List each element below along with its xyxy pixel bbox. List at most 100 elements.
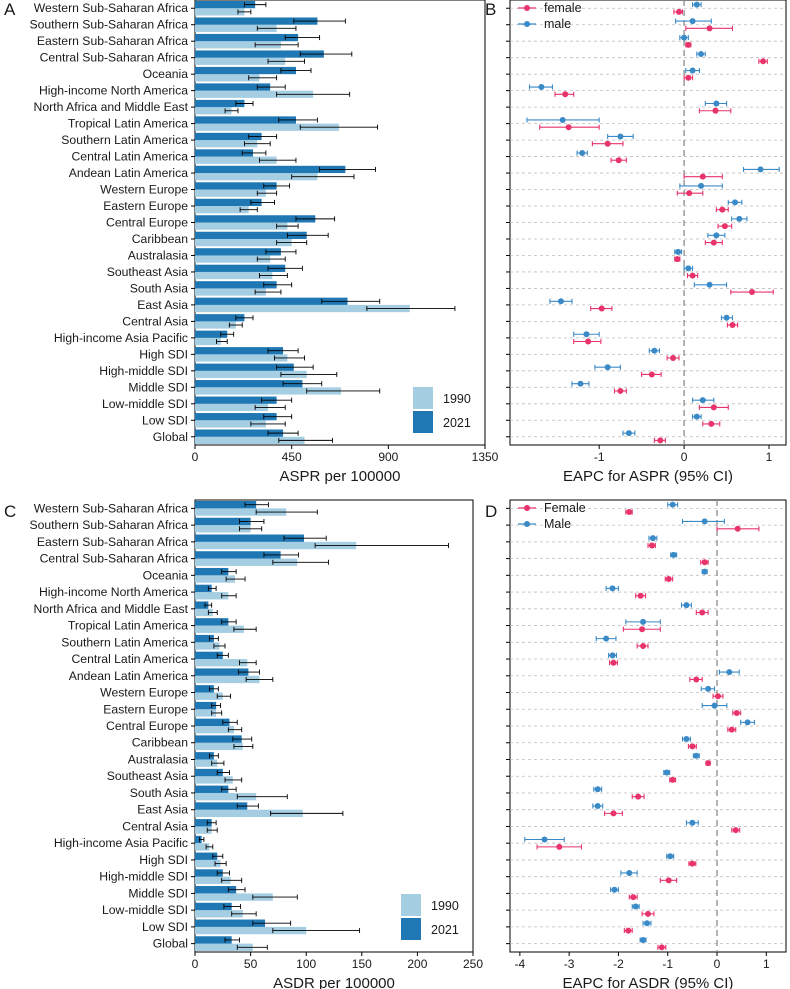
point-female	[669, 776, 676, 783]
legend-label: male	[544, 17, 571, 31]
legend-label: Female	[544, 501, 586, 515]
point-male	[705, 685, 712, 692]
bar-2021	[195, 835, 202, 844]
point-male	[736, 215, 743, 222]
x-tick-label: 0	[714, 957, 721, 971]
point-male	[611, 886, 618, 893]
bar-1990	[195, 859, 221, 868]
bar-1990	[195, 255, 271, 263]
point-male	[644, 920, 651, 927]
legend-key-1990	[413, 387, 433, 409]
bar-1990	[195, 24, 277, 32]
point-female	[639, 626, 646, 633]
panel-d: D -4 -3 -2 -1 0 1 EAPC for ASDR (95% CI) Female M…	[485, 499, 787, 989]
bar-1990	[195, 420, 266, 428]
legend-key-1990	[401, 894, 421, 916]
y-tick-label: Central Sub-Saharan Africa	[40, 51, 189, 65]
x-tick-label: 0	[192, 450, 199, 464]
y-tick-label: Eastern Europe	[103, 702, 188, 716]
point-male	[693, 413, 700, 420]
point-male	[744, 719, 751, 726]
point-female	[562, 91, 569, 98]
point-female	[708, 420, 715, 427]
bar-1990	[195, 592, 229, 600]
bar-2021	[195, 248, 281, 256]
point-female	[556, 843, 563, 850]
point-female	[710, 239, 717, 246]
bar-1990	[195, 238, 292, 247]
y-tick-label: High-income Asia Pacific	[54, 331, 188, 345]
point-female	[685, 74, 692, 81]
y-tick-label: Central Asia	[122, 314, 188, 328]
bar-2021	[195, 919, 266, 927]
bar-2021	[195, 869, 223, 877]
legend-point	[524, 5, 530, 11]
bar-1990	[195, 403, 269, 412]
bar-1990	[195, 541, 357, 550]
bar-2021	[195, 0, 256, 9]
x-tick-label: 900	[378, 450, 398, 464]
bar-2021	[195, 852, 218, 860]
y-tick-label: Global	[153, 430, 188, 444]
bar-1990	[195, 370, 307, 379]
point-female	[640, 642, 647, 649]
bar-2021	[195, 752, 214, 760]
point-female	[701, 559, 708, 566]
bar-2021	[195, 363, 294, 371]
bar-1990	[195, 910, 243, 918]
point-male	[557, 298, 564, 305]
bar-1990	[195, 354, 288, 362]
point-male	[670, 551, 677, 558]
legend-label-2021: 2021	[431, 923, 459, 937]
point-male	[689, 18, 696, 25]
panel-b: B -1 0 1 EAPC for ASPR (95% CI) female male	[485, 0, 787, 485]
point-female	[658, 944, 665, 951]
bar-1990	[195, 508, 287, 516]
bar-1990	[195, 156, 277, 164]
point-male	[689, 819, 696, 826]
x-tick-label: 50	[244, 957, 258, 971]
point-male	[604, 364, 611, 371]
bar-1990	[195, 809, 303, 818]
point-female	[610, 659, 617, 666]
point-female	[689, 860, 696, 867]
bar-2021	[195, 668, 249, 676]
bar-2021	[195, 149, 253, 157]
point-male	[594, 803, 601, 810]
x-tick-label: 1	[763, 957, 770, 971]
y-tick-label: Western Sub-Saharan Africa	[34, 1, 188, 15]
bar-2021	[195, 330, 228, 338]
bar-2021	[195, 701, 217, 710]
point-female	[689, 743, 696, 750]
bar-1990	[195, 792, 257, 801]
point-male	[675, 248, 682, 255]
point-female	[689, 272, 696, 279]
bar-2021	[195, 718, 230, 726]
bar-1990	[195, 90, 314, 98]
bar-1990	[195, 173, 318, 181]
y-tick-label: East Asia	[137, 803, 188, 817]
point-female	[648, 371, 655, 378]
point-male	[538, 84, 545, 91]
point-female	[706, 25, 713, 32]
bar-1990	[195, 876, 231, 885]
point-female	[645, 910, 651, 917]
point-female	[675, 8, 682, 15]
bar-1990	[195, 387, 342, 395]
y-tick-label: Central Latin America	[71, 150, 188, 164]
bar-1990	[195, 659, 248, 667]
point-male	[723, 314, 730, 321]
point-male	[713, 232, 720, 239]
x-tick-label: -1	[594, 450, 605, 464]
point-male	[609, 652, 616, 659]
bar-2021	[195, 297, 348, 305]
bar-1990	[195, 321, 236, 329]
legend-point	[524, 505, 530, 511]
y-tick-label: Central Europe	[106, 719, 188, 733]
point-male	[583, 331, 590, 338]
y-tick-label: Western Europe	[100, 183, 188, 197]
bar-2021	[195, 116, 296, 124]
legend-label: Male	[544, 517, 571, 531]
y-tick-label: Southeast Asia	[107, 769, 189, 783]
